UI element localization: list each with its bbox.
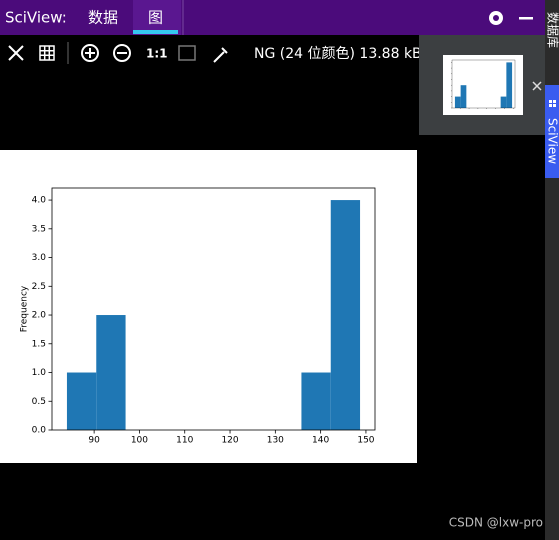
zoom-out-icon[interactable] xyxy=(113,44,131,62)
histogram-bar xyxy=(460,85,467,108)
y-tick-label: 3.0 xyxy=(32,253,47,263)
y-tick-label: 1.0 xyxy=(32,368,47,378)
zoom-in-icon[interactable] xyxy=(81,44,99,62)
close-thumbnail[interactable] xyxy=(532,81,542,91)
axes-frame xyxy=(51,187,376,431)
settings-icon[interactable] xyxy=(489,11,503,25)
histogram-bar xyxy=(330,200,361,430)
header-bar xyxy=(0,0,545,35)
histogram-bar xyxy=(506,62,513,108)
x-tick-label: 130 xyxy=(267,436,284,446)
x-tick-label: 100 xyxy=(131,436,148,446)
histogram-bar xyxy=(454,96,461,108)
y-axis-label: Frequency xyxy=(20,285,30,332)
y-tick-label: 0.0 xyxy=(32,426,47,436)
y-tick-label: 3.5 xyxy=(32,224,46,234)
tab-data[interactable]: 数据 xyxy=(88,9,118,27)
y-tick-label: 2.5 xyxy=(32,282,46,292)
x-tick-label: 90 xyxy=(88,436,100,446)
minimize-icon[interactable] xyxy=(519,17,533,20)
watermark: CSDN @lxw-pro xyxy=(449,516,543,530)
side-tab-sciview[interactable]: SciView xyxy=(546,118,559,164)
y-tick-label: 0.5 xyxy=(32,397,46,407)
histogram-bar xyxy=(500,96,507,108)
x-tick-label: 110 xyxy=(176,436,193,446)
y-tick-label: 2.0 xyxy=(32,311,47,321)
histogram-bar xyxy=(301,372,331,430)
active-tab-bg xyxy=(133,0,181,35)
tab-plots[interactable]: 图 xyxy=(148,9,163,27)
header-title: SciView: xyxy=(5,9,67,27)
histogram-bar xyxy=(96,315,126,430)
frame-icon[interactable] xyxy=(178,45,196,61)
y-tick-label: 1.5 xyxy=(32,339,46,349)
side-grid-icon xyxy=(549,100,556,107)
fit-icon[interactable] xyxy=(8,45,24,61)
zoom-actual-size[interactable]: 1:1 xyxy=(146,47,168,61)
y-tick-label: 4.0 xyxy=(32,196,47,206)
side-tab-database[interactable]: 数据库 xyxy=(546,12,559,48)
axes-frame xyxy=(451,59,516,109)
color-picker-icon[interactable] xyxy=(213,47,228,63)
active-tab-underline xyxy=(133,30,178,34)
x-tick-label: 120 xyxy=(221,436,238,446)
x-tick-label: 150 xyxy=(357,436,374,446)
side-strip xyxy=(545,0,559,540)
side-tab-active-bg xyxy=(545,85,559,178)
image-info: NG (24 位颜色) 13.88 kB xyxy=(254,45,422,62)
x-tick-label: 140 xyxy=(312,436,329,446)
grid-icon[interactable] xyxy=(39,45,55,61)
histogram-bar xyxy=(66,372,97,430)
